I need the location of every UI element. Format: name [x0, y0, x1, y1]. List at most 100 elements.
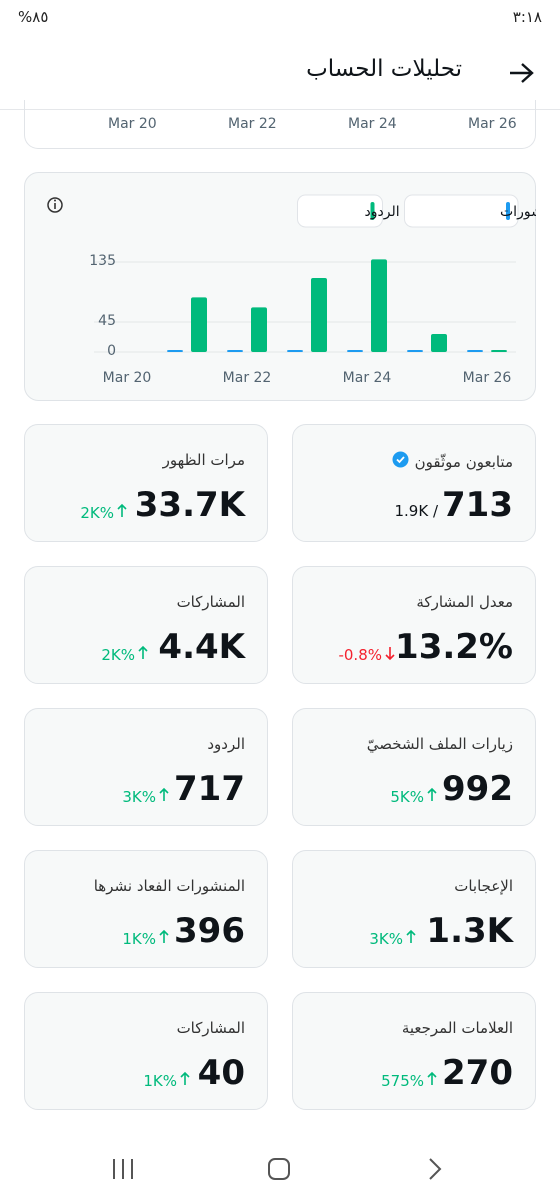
card-value: 13.2% [395, 627, 513, 667]
info-icon[interactable] [47, 197, 63, 213]
stat-card: المشاركات 4.4K 2K% [24, 566, 268, 684]
stat-card: متابعون موثّقون 713 1.9K / [292, 424, 536, 542]
stat-card: الردود 717 3K% [24, 708, 268, 826]
change-text: 2K% [80, 504, 114, 522]
arrow [117, 503, 127, 517]
card-change: 2K% [101, 644, 149, 666]
y-tick-label: 135 [89, 253, 116, 269]
change-text: 3K% [122, 788, 156, 806]
bar [287, 350, 303, 352]
arrow [180, 1071, 190, 1085]
legend-pill [404, 194, 519, 228]
x-tick-label: Mar 20 [103, 370, 152, 386]
arrow [427, 787, 437, 801]
bar [407, 350, 423, 352]
chart-card-partial [24, 100, 536, 149]
change-text: 1K% [122, 930, 156, 948]
page-title: تحليلات الحساب [306, 56, 462, 82]
card-change: 3K% [122, 786, 170, 808]
arrow [406, 929, 416, 943]
bar [431, 334, 447, 352]
trend-arrow [384, 644, 396, 666]
arrow [385, 647, 395, 661]
trend-arrow [179, 1070, 191, 1092]
card-value: 992 [442, 769, 513, 809]
stat-card: الإعجابات 1.3K 3K% [292, 850, 536, 968]
bar [371, 259, 387, 352]
x-tick-label: Mar 26 [463, 370, 512, 386]
arrow [159, 787, 169, 801]
card-title-text: المنشورات الفعاد نشرها [93, 877, 245, 895]
card-title: معدل المشاركة [416, 593, 513, 611]
legend-swatch [370, 202, 375, 220]
change-text: -0.8% [338, 646, 382, 664]
card-title-text: معدل المشاركة [416, 593, 513, 611]
card-title-text: مرات الظهور [162, 451, 245, 469]
bar [191, 297, 207, 352]
card-title: مرات الظهور [163, 451, 245, 469]
card-value: 40 [197, 1053, 245, 1093]
card-value: 717 [174, 769, 245, 809]
change-text: 3K% [369, 930, 403, 948]
change-text: 1K% [143, 1072, 177, 1090]
trend-arrow [426, 1070, 438, 1092]
trend-arrow [116, 502, 128, 524]
card-title: الإعجابات [454, 877, 513, 895]
card-change: 575% [381, 1070, 438, 1092]
card-title-text: المشاركات [176, 593, 245, 611]
axis-label: Mar 26 [468, 116, 517, 132]
arrow [159, 929, 169, 943]
stat-card: المنشورات الفعاد نشرها 396 1K% [24, 850, 268, 968]
y-tick-label: 45 [98, 313, 116, 329]
legend-item: المنشورات [404, 194, 536, 228]
card-title-text: زيارات الملف الشخصيّ [366, 735, 513, 753]
trend-arrow [158, 786, 170, 808]
back-button[interactable] [508, 62, 534, 84]
chart-card [24, 172, 536, 401]
card-title: المشاركات [177, 1019, 245, 1037]
trend-arrow [405, 928, 417, 950]
legend-label: المنشورات [500, 204, 536, 220]
card-value: 1.3K [426, 911, 513, 951]
change-text: 5K% [390, 788, 424, 806]
card-title-text: المشاركات [176, 1019, 245, 1037]
card-value: 33.7K [134, 485, 245, 525]
card-value: 713 [442, 485, 513, 525]
x-tick-label: Mar 24 [343, 370, 392, 386]
stat-card: مرات الظهور 33.7K 2K% [24, 424, 268, 542]
stat-card: معدل المشاركة 13.2% -0.8% [292, 566, 536, 684]
clock: ٣:١٨ [512, 8, 542, 26]
card-change: 5K% [390, 786, 438, 808]
card-value: 270 [442, 1053, 513, 1093]
axis-label: Mar 20 [108, 116, 157, 132]
card-change: 1.9K / [394, 502, 438, 520]
x-tick-label: Mar 22 [223, 370, 272, 386]
bar [311, 278, 327, 352]
nav-bar [113, 1158, 442, 1180]
legend-swatch [506, 202, 510, 220]
card-value: 396 [174, 911, 245, 951]
stat-card: المشاركات 40 1K% [24, 992, 268, 1110]
card-title-text: العلامات المرجعية [401, 1019, 513, 1037]
stat-card: العلامات المرجعية 270 575% [292, 992, 536, 1110]
battery: %٨٥ [18, 8, 49, 26]
bar [167, 350, 183, 352]
trend-arrow [158, 928, 170, 950]
badge [392, 451, 409, 468]
card-title: متابعون موثّقون [392, 451, 513, 472]
card-title: المنشورات الفعاد نشرها [94, 877, 245, 895]
divider [0, 109, 560, 110]
axis-label: Mar 22 [228, 116, 277, 132]
card-change: -0.8% [338, 644, 396, 666]
stat-card: زيارات الملف الشخصيّ 992 5K% [292, 708, 536, 826]
chart: 0 45 135 Mar 20 Mar 22 Mar 24 Mar 26 المنشورات ا… [24, 172, 536, 401]
change-text: 1.9K / [394, 502, 438, 520]
arrow [138, 645, 148, 659]
card-title-text: الردود [207, 735, 245, 753]
card-change: 1K% [143, 1070, 191, 1092]
card-change: 1K% [122, 928, 170, 950]
arrow [427, 1071, 437, 1085]
bar [467, 350, 483, 352]
y-tick-label: 0 [107, 343, 116, 359]
trend-arrow [137, 644, 149, 666]
